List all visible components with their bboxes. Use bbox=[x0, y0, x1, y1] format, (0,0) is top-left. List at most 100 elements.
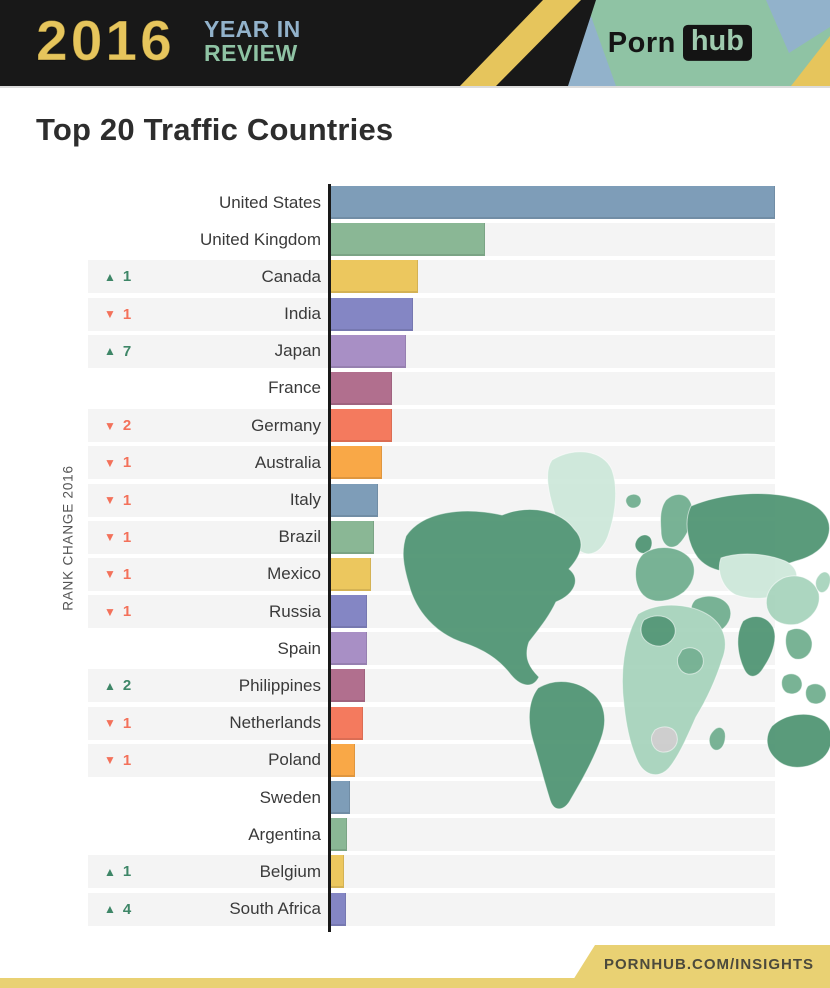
bar-track bbox=[330, 818, 775, 852]
rank-change-value: 2 bbox=[122, 417, 132, 435]
chart-row: ▼ 1 Italy bbox=[0, 483, 830, 521]
rank-change-arrow-icon: ▼ bbox=[104, 493, 116, 507]
rank-change: ▼ 2 bbox=[88, 417, 166, 434]
label-zone: ▼ 1 India bbox=[88, 297, 330, 331]
country-label: France bbox=[268, 378, 321, 398]
review-label: REVIEW bbox=[204, 40, 298, 67]
rank-change-arrow-icon: ▲ bbox=[104, 269, 116, 284]
bar-track bbox=[330, 409, 775, 443]
bar-track bbox=[330, 334, 775, 368]
bar-track bbox=[330, 781, 775, 814]
label-zone: United Kingdom bbox=[88, 223, 330, 256]
chart-row: ▼ 1 Netherlands bbox=[0, 706, 830, 744]
label-zone: ▼ 1 Mexico bbox=[88, 557, 330, 591]
country-label: Japan bbox=[274, 341, 321, 361]
bar-track bbox=[330, 223, 775, 257]
row-left-padding bbox=[0, 855, 88, 888]
rank-change-value: 1 bbox=[122, 751, 132, 769]
rank-change-value: 7 bbox=[122, 342, 132, 360]
chart-row: United Kingdom bbox=[0, 223, 830, 260]
rank-change-value: 1 bbox=[122, 714, 132, 732]
bar bbox=[330, 743, 355, 777]
label-zone: ▼ 1 Australia bbox=[88, 446, 330, 480]
bar bbox=[330, 781, 351, 814]
bar bbox=[330, 223, 486, 257]
bar-track bbox=[330, 520, 775, 554]
bar-track bbox=[330, 743, 775, 777]
bar bbox=[330, 818, 347, 852]
label-zone: ▲ 2 Philippines bbox=[88, 669, 330, 703]
rank-change-value: 1 bbox=[122, 863, 132, 881]
bar bbox=[330, 595, 367, 629]
country-label: Canada bbox=[261, 266, 321, 286]
year-in-review-label: YEAR IN REVIEW bbox=[204, 17, 301, 66]
rank-change-value: 4 bbox=[122, 900, 132, 918]
rank-change-arrow-icon: ▼ bbox=[104, 567, 116, 582]
rank-change-value: 2 bbox=[122, 677, 132, 695]
bar bbox=[330, 186, 775, 219]
rank-change-value: 1 bbox=[122, 565, 132, 583]
bar bbox=[330, 520, 375, 554]
chart-row: ▼ 1 Mexico bbox=[0, 557, 830, 595]
rank-change: ▼ 1 bbox=[88, 603, 166, 620]
chart-row: ▼ 2 Germany bbox=[0, 409, 830, 446]
footer-gold-strip bbox=[0, 978, 830, 988]
bar bbox=[330, 297, 414, 331]
chart-row: ▼ 1 Australia bbox=[0, 446, 830, 483]
rank-change-arrow-icon: ▼ bbox=[104, 530, 116, 545]
label-zone: ▼ 1 Brazil bbox=[88, 520, 330, 554]
rank-change-arrow-icon: ▲ bbox=[104, 344, 116, 359]
bar-track bbox=[330, 186, 775, 219]
bar-track bbox=[330, 260, 775, 294]
label-zone: ▲ 1 Canada bbox=[88, 260, 330, 294]
bar-track bbox=[330, 632, 775, 666]
bar bbox=[330, 446, 383, 480]
bar bbox=[330, 483, 379, 517]
label-zone: ▲ 4 South Africa bbox=[88, 892, 330, 926]
chart-row: ▲ 1 Belgium bbox=[0, 855, 830, 892]
chart-row: ▲ 1 Canada bbox=[0, 260, 830, 297]
label-zone: ▲ 1 Belgium bbox=[88, 855, 330, 889]
bar-track bbox=[330, 297, 775, 331]
country-label: Sweden bbox=[259, 787, 321, 807]
rank-change-arrow-icon: ▼ bbox=[104, 716, 116, 731]
bar-track bbox=[330, 855, 775, 889]
page-title: Top 20 Traffic Countries bbox=[36, 112, 394, 147]
bar bbox=[330, 409, 392, 443]
rank-change-value: 1 bbox=[122, 491, 132, 509]
rank-change-arrow-icon: ▲ bbox=[104, 902, 116, 917]
bar-track bbox=[330, 483, 775, 517]
year-logo: 2016 bbox=[36, 9, 175, 74]
rank-change-arrow-icon: ▼ bbox=[104, 418, 116, 433]
bar-chart: RANK CHANGE 2016 United States bbox=[0, 184, 830, 932]
rank-change: ▼ 1 bbox=[88, 715, 166, 732]
rank-change-axis-label: RANK CHANGE 2016 bbox=[60, 465, 76, 611]
bar-track bbox=[330, 669, 775, 703]
label-zone: ▼ 1 Russia bbox=[88, 595, 330, 629]
bar-track bbox=[330, 892, 775, 926]
rank-change: ▲ 1 bbox=[88, 268, 166, 285]
bar-track bbox=[330, 706, 775, 740]
country-label: South Africa bbox=[229, 899, 321, 919]
row-left-padding bbox=[0, 893, 88, 926]
chart-row: United States bbox=[0, 186, 830, 223]
label-zone: ▼ 1 Netherlands bbox=[88, 706, 330, 740]
rank-change-arrow-icon: ▼ bbox=[104, 307, 116, 322]
country-label: Russia bbox=[269, 601, 321, 621]
rank-change-value: 1 bbox=[122, 268, 132, 286]
bar bbox=[330, 334, 407, 368]
country-label: United States bbox=[218, 192, 321, 212]
bar bbox=[330, 669, 366, 703]
rank-change: ▼ 1 bbox=[88, 454, 166, 471]
bar bbox=[330, 706, 363, 740]
bar bbox=[330, 855, 345, 889]
bar bbox=[330, 371, 393, 405]
bar bbox=[330, 557, 371, 591]
row-left-padding bbox=[0, 818, 88, 851]
row-left-padding bbox=[0, 744, 88, 777]
country-label: Netherlands bbox=[229, 713, 321, 733]
pornhub-logo-hub: hub bbox=[682, 24, 752, 62]
country-label: Australia bbox=[254, 452, 321, 472]
country-label: Spain bbox=[277, 638, 321, 658]
